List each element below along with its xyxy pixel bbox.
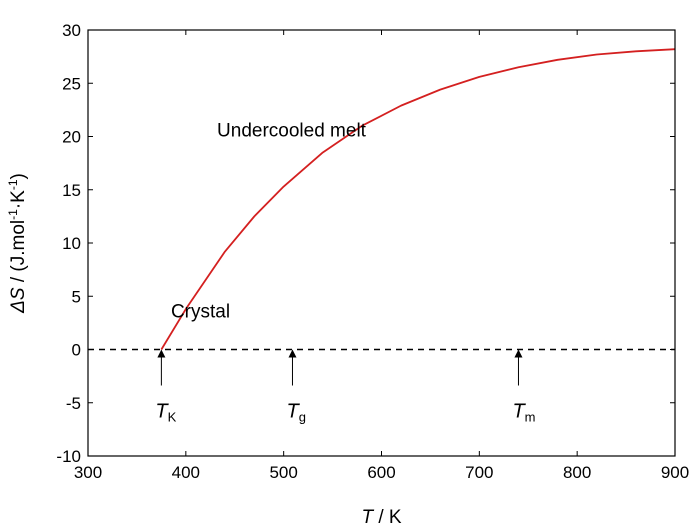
x-tick-label: 700 [465,463,493,482]
x-axis-title: T / K [361,507,401,528]
annotation-label: Undercooled melt [217,121,367,142]
x-tick-label: 400 [172,463,200,482]
marker-label-sub: m [525,410,536,425]
y-axis-exponent-mol: -1 [6,209,20,220]
marker-label-sub: K [168,410,177,425]
series-line [160,48,676,350]
marker-label-main: T [155,401,169,423]
marker-label-sub: g [299,410,306,425]
x-axis-symbol: T [361,507,374,528]
y-axis-unit: / (J.mol [8,220,29,288]
marker-label: Tm [512,401,535,425]
marker-label: TK [155,401,176,425]
y-tick-label: 10 [62,234,81,253]
x-tick-label: 600 [367,463,395,482]
marker-label-main: T [512,401,526,423]
x-axis-unit: / K [373,507,402,528]
plot-frame [87,29,676,457]
x-tick-label: 300 [74,463,102,482]
y-tick-label: -5 [66,394,81,413]
marker-label-main: T [286,401,300,423]
y-axis-title: ΔS / (J.mol-1·K-1) [6,173,29,314]
y-axis-unit-k: ·K [8,190,29,209]
y-tick-label: 0 [72,341,81,360]
x-tick-label: 900 [661,463,689,482]
annotation-label: Crystal [171,302,230,323]
x-tick-label: 500 [269,463,297,482]
y-axis-exponent-k: -1 [6,179,20,190]
y-tick-label: 20 [62,128,81,147]
y-tick-label: 25 [62,74,81,93]
axis-ticks: 300 400 500 600 700 800 900 -10 -5 0 5 10 15 20 25 30 [56,21,689,482]
y-tick-label: -10 [56,447,81,466]
y-tick-label: 5 [72,287,81,306]
y-tick-label: 15 [62,181,81,200]
x-tick-label: 800 [563,463,591,482]
y-tick-label: 30 [62,21,81,40]
y-axis-symbol: ΔS [8,287,29,314]
y-axis-unit-close: ) [8,173,29,179]
marker-label: Tg [286,401,305,425]
